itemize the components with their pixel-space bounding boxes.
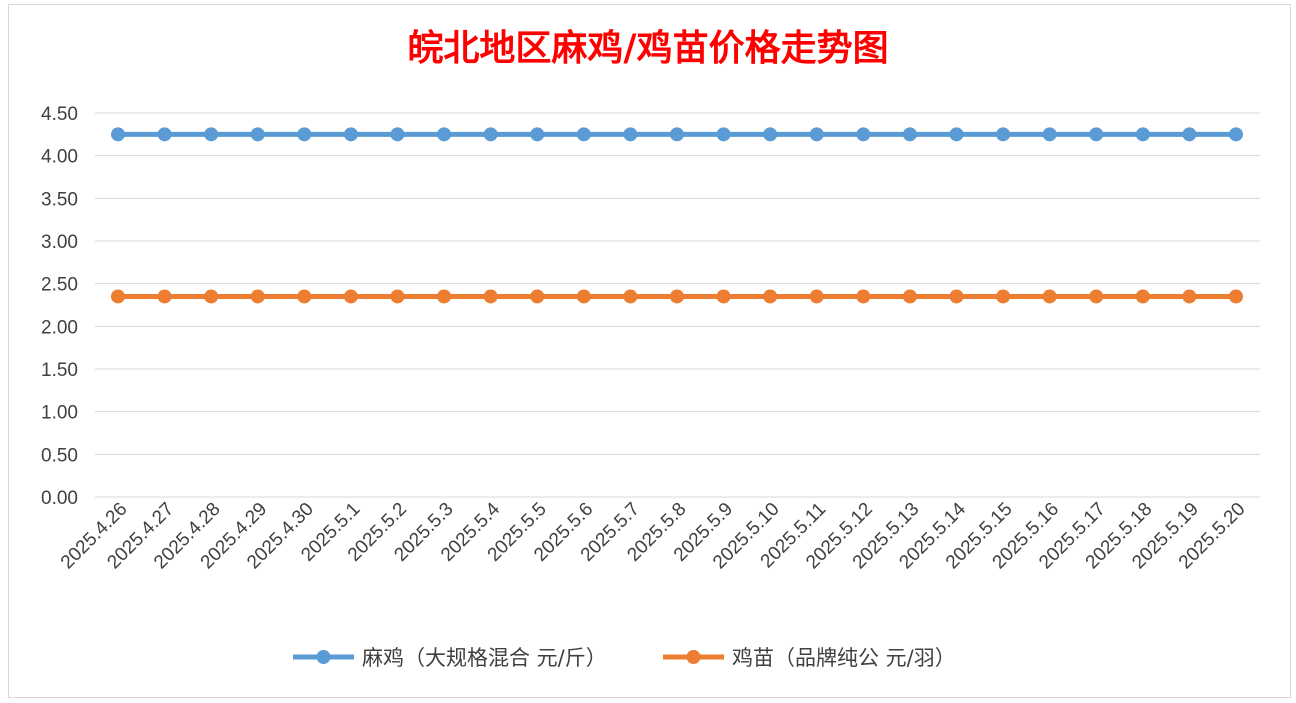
data-point xyxy=(902,289,917,304)
gridlines xyxy=(95,112,1260,498)
data-point xyxy=(437,289,452,304)
data-point xyxy=(996,289,1011,304)
series-1 xyxy=(111,127,1243,142)
data-point xyxy=(716,127,731,142)
data-point xyxy=(856,127,871,142)
data-point xyxy=(996,127,1011,142)
data-point xyxy=(204,289,219,304)
legend-swatch-marker xyxy=(686,650,701,664)
data-point xyxy=(1182,127,1197,142)
data-point xyxy=(483,289,498,304)
data-point xyxy=(576,289,591,304)
data-point xyxy=(297,289,312,304)
data-point xyxy=(1042,127,1057,142)
data-point xyxy=(483,127,498,142)
data-point xyxy=(250,289,265,304)
data-point xyxy=(856,289,871,304)
data-point xyxy=(949,289,964,304)
data-point xyxy=(1135,289,1150,304)
data-point xyxy=(111,289,125,304)
data-point xyxy=(157,127,172,142)
data-point xyxy=(1135,127,1150,142)
y-tick-label: 2.50 xyxy=(41,275,78,296)
series-lines xyxy=(111,127,1243,304)
data-point xyxy=(949,127,964,142)
y-tick-label: 1.00 xyxy=(41,403,78,424)
data-point xyxy=(204,127,219,142)
data-point xyxy=(809,289,824,304)
data-point xyxy=(1229,289,1243,304)
series-2 xyxy=(111,289,1243,304)
data-point xyxy=(763,127,778,142)
data-point xyxy=(390,289,405,304)
data-point xyxy=(809,127,824,142)
chart-frame xyxy=(8,4,1291,698)
data-point xyxy=(297,127,312,142)
data-point xyxy=(1089,289,1104,304)
y-tick-label: 1.50 xyxy=(41,360,78,381)
legend-label: 麻鸡（大规格混合 元/斤） xyxy=(362,646,607,670)
legend-item-2: 鸡苗（品牌纯公 元/羽） xyxy=(663,646,956,670)
data-point xyxy=(111,127,125,142)
y-tick-label: 2.00 xyxy=(41,317,78,338)
data-point xyxy=(437,127,452,142)
y-tick-label: 4.00 xyxy=(41,147,78,168)
legend-item-1: 麻鸡（大规格混合 元/斤） xyxy=(293,646,607,670)
data-point xyxy=(157,289,172,304)
legend-label: 鸡苗（品牌纯公 元/羽） xyxy=(732,646,956,670)
data-point xyxy=(530,127,545,142)
y-tick-label: 4.50 xyxy=(41,104,78,125)
data-point xyxy=(623,289,638,304)
data-point xyxy=(716,289,731,304)
legend: 麻鸡（大规格混合 元/斤） 鸡苗（品牌纯公 元/羽） xyxy=(293,646,956,670)
data-point xyxy=(1182,289,1197,304)
data-point xyxy=(1229,127,1243,142)
data-point xyxy=(670,127,684,142)
data-point xyxy=(576,127,591,142)
data-point xyxy=(670,289,684,304)
y-tick-label: 3.00 xyxy=(41,232,78,253)
x-axis-ticks: 2025.4.262025.4.272025.4.282025.4.292025… xyxy=(57,498,1250,573)
y-tick-label: 0.00 xyxy=(41,488,78,509)
data-point xyxy=(763,289,778,304)
y-tick-label: 3.50 xyxy=(41,189,78,210)
y-axis-ticks: 0.00 0.50 1.00 1.50 2.00 2.50 3.00 3.50 4.00 4.50 xyxy=(41,104,78,509)
data-point xyxy=(1089,127,1104,142)
data-point xyxy=(902,127,917,142)
y-tick-label: 0.50 xyxy=(41,445,78,466)
chart-title: 皖北地区麻鸡/鸡苗价格走势图 xyxy=(407,27,888,69)
data-point xyxy=(343,289,358,304)
legend-swatch-marker xyxy=(316,650,331,664)
data-point xyxy=(390,127,405,142)
data-point xyxy=(250,127,265,142)
data-point xyxy=(1042,289,1057,304)
data-point xyxy=(343,127,358,142)
data-point xyxy=(623,127,638,142)
data-point xyxy=(530,289,545,304)
